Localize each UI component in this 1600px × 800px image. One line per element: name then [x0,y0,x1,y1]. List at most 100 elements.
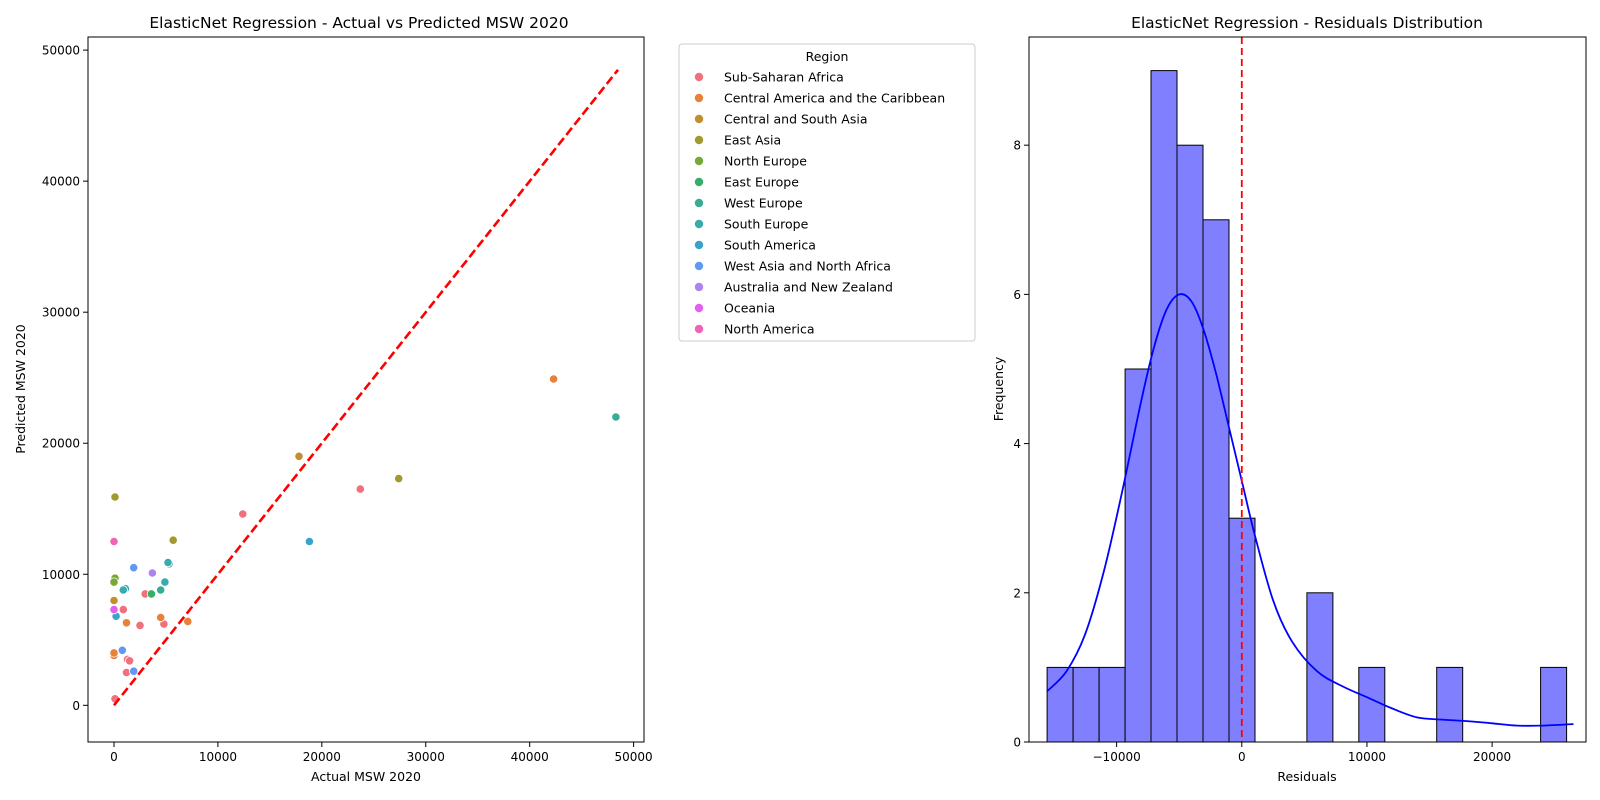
scatter-point [121,618,132,628]
legend-marker [694,218,705,229]
scatter-point [146,589,156,599]
region-legend: Region Sub-Saharan Africa Central America… [678,43,976,342]
legend-label: West Europe [724,196,803,211]
y-tick-label: 40000 [42,175,80,189]
histogram-title: ElasticNet Regression - Residuals Distri… [1131,14,1483,32]
scatter-point [355,484,365,494]
scatter-point [160,577,170,587]
histogram-x-ticks: −10000 0 10000 20000 [1093,742,1511,764]
histogram-bar [1202,219,1230,743]
scatter-point [147,568,157,578]
legend-marker [694,72,705,83]
histogram-bar [1176,144,1204,743]
legend-label: South America [724,238,816,253]
scatter-point [117,645,127,655]
histogram-bar [1306,592,1334,743]
legend-label: East Europe [724,175,799,190]
legend-marker [694,281,705,292]
scatter-axes-frame [87,36,645,743]
x-tick-label: 0 [1238,750,1246,764]
histogram-y-ticks: 0 2 4 6 8 [1013,139,1029,750]
scatter-chart: ElasticNet Regression - Actual vs Predic… [13,14,653,784]
legend-label: North America [724,322,815,337]
scatter-point [394,473,404,484]
scatter-point [304,536,314,547]
legend-marker [694,134,705,145]
legend-label: North Europe [724,154,807,169]
scatter-point [109,604,119,615]
legend-box [678,43,976,342]
legend-title: Region [806,49,849,64]
histogram-bar [1124,368,1152,743]
histogram-bar [1540,666,1568,743]
legend-label: South Europe [724,217,809,232]
legend-label: Central and South Asia [724,112,867,127]
histogram-axes-frame [1028,36,1587,743]
scatter-point [118,604,128,615]
scatter-point [109,536,119,547]
legend-marker [694,302,705,313]
scatter-point [109,595,119,606]
y-tick-label: 6 [1013,288,1021,302]
x-tick-label: 10000 [199,750,237,764]
histogram-bar [1150,70,1178,743]
scatter-point [135,620,145,631]
scatter-x-axis-label: Actual MSW 2020 [311,769,421,784]
scatter-y-ticks: 0 10000 20000 30000 40000 50000 [42,44,88,713]
scatter-point [118,585,128,595]
x-tick-label: 30000 [407,750,445,764]
y-tick-label: 50000 [42,44,80,58]
legend-label: Australia and New Zealand [724,280,893,295]
y-tick-label: 2 [1013,586,1021,600]
scatter-point [238,509,248,519]
legend-marker [694,323,705,334]
legend-marker [694,176,705,187]
y-tick-label: 4 [1013,437,1021,451]
x-tick-label: 10000 [1348,750,1386,764]
legend-label: Central America and the Caribbean [724,91,945,106]
legend-marker [694,93,705,104]
legend-items: Sub-Saharan Africa Central America and th… [694,70,945,337]
legend-marker [694,260,705,271]
scatter-point [183,616,193,627]
histogram-bar [1358,666,1386,743]
x-tick-label: 50000 [615,750,653,764]
legend-marker [694,197,705,208]
scatter-y-axis-label: Predicted MSW 2020 [13,324,28,454]
x-tick-label: 20000 [303,750,341,764]
residuals-histogram-chart: ElasticNet Regression - Residuals Distri… [991,14,1587,784]
scatter-point [611,412,621,422]
histogram-bar [1072,666,1100,743]
y-tick-label: 8 [1013,139,1021,153]
reference-line [112,68,620,707]
scatter-point [156,612,166,623]
legend-marker [694,239,705,250]
scatter-point [129,563,139,573]
histogram-bar [1436,666,1464,743]
scatter-point [294,451,304,461]
scatter-point [548,374,559,384]
legend-marker [694,155,705,166]
legend-label: West Asia and North Africa [724,259,891,274]
y-tick-label: 30000 [42,306,80,320]
scatter-title: ElasticNet Regression - Actual vs Predic… [149,14,568,32]
scatter-x-ticks: 0 10000 20000 30000 40000 50000 [110,742,653,764]
x-tick-label: −10000 [1093,750,1141,764]
scatter-plot-area [109,68,621,707]
scatter-point [168,535,178,545]
y-tick-label: 10000 [42,568,80,582]
legend-label: Sub-Saharan Africa [724,70,844,85]
legend-marker [694,114,705,125]
x-tick-label: 0 [110,750,118,764]
kde-curve [1046,293,1574,727]
x-tick-label: 40000 [511,750,549,764]
scatter-point [156,585,166,595]
legend-label: Oceania [724,301,775,316]
scatter-point [110,492,120,502]
scatter-point [125,656,135,666]
histogram-y-axis-label: Frequency [991,356,1006,421]
scatter-point [109,648,119,658]
legend-label: East Asia [724,133,781,148]
histogram-bar [1098,666,1126,743]
